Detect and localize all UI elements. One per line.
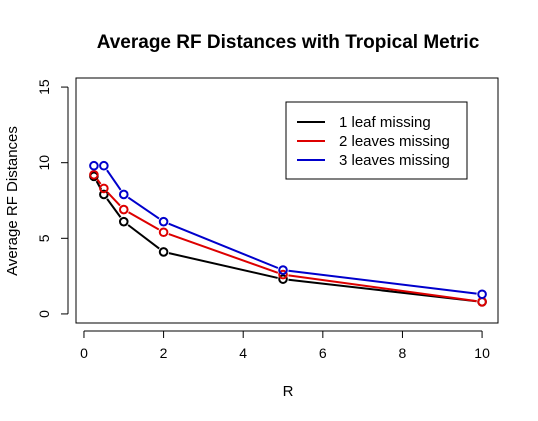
series-2-segment	[106, 191, 121, 207]
series-3-point	[278, 265, 288, 275]
series-2-segment	[128, 211, 160, 231]
legend-label: 2 leaves missing	[339, 133, 450, 150]
x-axis-label: R	[283, 383, 294, 400]
series-2-point	[89, 169, 99, 180]
chart-title: Average RF Distances with Tropical Metri…	[97, 32, 480, 53]
legend-label: 1 leaf missing	[339, 114, 431, 131]
axes: 0 2 4 6 8 10 0 5 10 15	[36, 79, 490, 361]
series-1-segment	[127, 224, 160, 250]
legend: 1 leaf missing 2 leaves missing 3 leaves m…	[285, 101, 468, 180]
series-2-segment	[96, 178, 102, 185]
data-series	[89, 160, 487, 307]
series-3-segment	[288, 269, 477, 295]
series-1-point	[278, 274, 288, 284]
series-1-point	[99, 189, 109, 200]
series-2-segment	[288, 274, 477, 303]
series-2-point	[278, 269, 288, 280]
series-1-segment	[168, 252, 278, 279]
series-1-segment	[106, 198, 122, 218]
series-3-point	[477, 289, 487, 300]
series-1-point	[158, 247, 169, 257]
series-3-point	[89, 160, 99, 171]
x-tick-label: 8	[399, 345, 407, 361]
series-3-segment	[127, 196, 160, 220]
series-3-segment	[168, 222, 279, 269]
y-tick-label: 0	[36, 310, 52, 318]
series-1-point	[118, 216, 129, 227]
series-2-point	[118, 204, 129, 215]
series-2-segment	[168, 233, 279, 274]
series-3-point	[118, 189, 129, 200]
series-3-point	[99, 160, 109, 171]
x-tick-label: 2	[160, 345, 168, 361]
x-tick-label: 4	[239, 345, 247, 361]
series-3-point	[158, 216, 169, 227]
y-tick-label: 10	[36, 155, 52, 171]
series-3-segment	[106, 169, 122, 191]
y-tick-label: 15	[36, 79, 52, 95]
series-2-point	[158, 227, 169, 238]
x-tick-label: 6	[319, 345, 327, 361]
x-tick-label: 10	[474, 345, 490, 361]
y-axis-label: Average RF Distances	[4, 126, 21, 276]
plot-frame	[75, 77, 499, 324]
legend-label: 3 leaves missing	[339, 152, 450, 169]
x-tick-label: 0	[80, 345, 88, 361]
y-tick-label: 5	[36, 234, 52, 242]
series-2-point	[99, 183, 109, 194]
series-2-point	[477, 297, 487, 307]
